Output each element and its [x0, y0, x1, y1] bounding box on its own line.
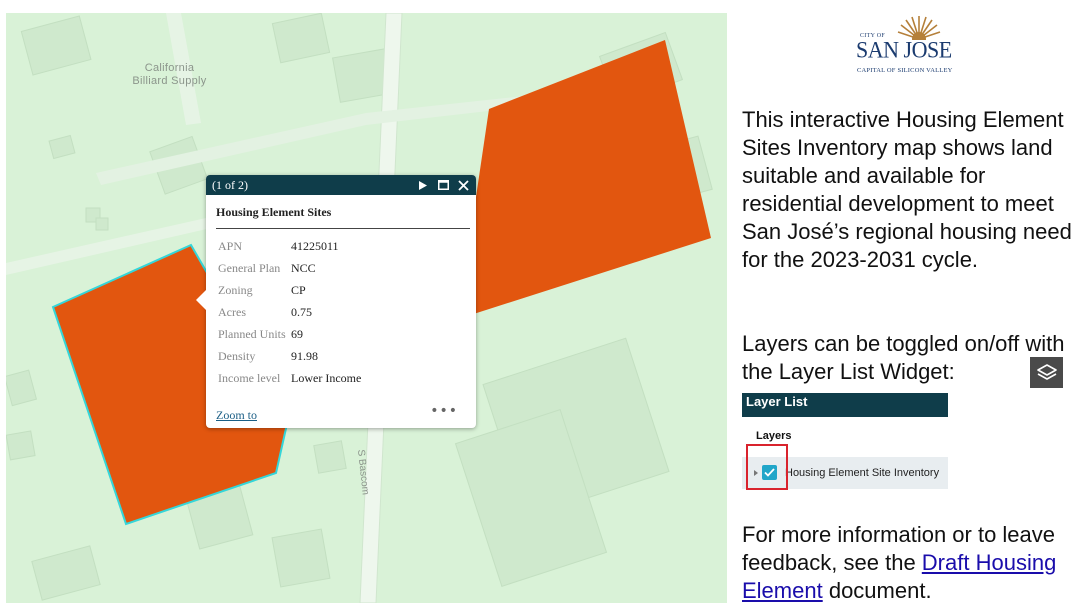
field-value: 69	[291, 326, 303, 341]
field-label: Zoning	[218, 282, 253, 297]
popup-counter: (1 of 2)	[212, 178, 248, 192]
table-row: APN 41225011	[216, 235, 361, 257]
table-row: Density 91.98	[216, 345, 361, 367]
more-info-text: For more information or to leave feedbac…	[742, 521, 1072, 605]
popup-footer: Zoom to •••	[216, 403, 462, 422]
field-value: Lower Income	[291, 370, 362, 385]
field-label: Acres	[218, 304, 246, 319]
layers-icon	[1030, 357, 1063, 388]
intro-text: This interactive Housing Element Sites I…	[742, 107, 1072, 272]
field-value: 0.75	[291, 304, 312, 319]
expand-caret-icon	[754, 470, 758, 476]
close-icon[interactable]	[453, 175, 473, 195]
logo-tagline: CAPITAL OF SILICON VALLEY	[857, 67, 953, 74]
maximize-icon[interactable]	[433, 175, 453, 195]
sun-emblem-icon	[897, 16, 941, 40]
popup-header: (1 of 2)	[206, 175, 476, 195]
popup-title: Housing Element Sites	[216, 205, 470, 229]
layer-list-example: Layer List Layers Housing Element Site I…	[742, 393, 948, 490]
table-row: Planned Units 69	[216, 323, 361, 345]
zoom-to-link[interactable]: Zoom to	[216, 408, 257, 422]
more-info-suffix: document.	[822, 578, 932, 603]
field-value: 41225011	[291, 238, 339, 253]
field-label: APN	[218, 238, 243, 253]
table-row: Zoning CP	[216, 279, 361, 301]
layer-list-title: Layer List	[742, 393, 948, 417]
feature-popup[interactable]: (1 of 2) Housing Element Sites APN 412250…	[196, 175, 476, 428]
highlight-box	[746, 444, 788, 490]
table-row: Acres 0.75	[216, 301, 361, 323]
more-info-prefix: For more information or to leave feedbac…	[742, 522, 1056, 575]
field-label: General Plan	[218, 260, 281, 275]
play-next-icon[interactable]	[413, 175, 433, 195]
field-value: 91.98	[291, 348, 318, 363]
map-place-label: California Billiard Supply	[132, 62, 207, 87]
more-actions-button[interactable]: •••	[430, 403, 458, 419]
layers-instruction-text: Layers can be toggled on/off with the La…	[742, 331, 1065, 384]
logo-city-of: CITY OF	[860, 33, 886, 39]
layer-list-section: Layers	[756, 430, 792, 442]
field-value: NCC	[291, 260, 316, 275]
draft-housing-element-link[interactable]: Draft Housing Element	[742, 550, 1057, 603]
checkbox-checked-icon	[762, 465, 777, 480]
field-label: Income level	[218, 370, 281, 385]
field-label: Planned Units	[218, 326, 286, 341]
popup-pointer	[196, 289, 207, 311]
city-logo: CITY OF SAN JOSE CAPITAL OF SILICON VALL…	[855, 14, 959, 78]
table-row: Income level Lower Income	[216, 367, 361, 389]
logo-city-name: SAN JOSE	[856, 36, 952, 63]
map-view[interactable]: California Billiard Supply S Bascom	[6, 13, 727, 603]
field-value: CP	[291, 282, 306, 297]
field-label: Density	[218, 348, 256, 363]
table-row: General Plan NCC	[216, 257, 361, 279]
attribute-table: APN 41225011 General Plan NCC Zoning CP Acr…	[216, 235, 361, 389]
info-panel: CITY OF SAN JOSE CAPITAL OF SILICON VALL…	[727, 0, 1080, 616]
